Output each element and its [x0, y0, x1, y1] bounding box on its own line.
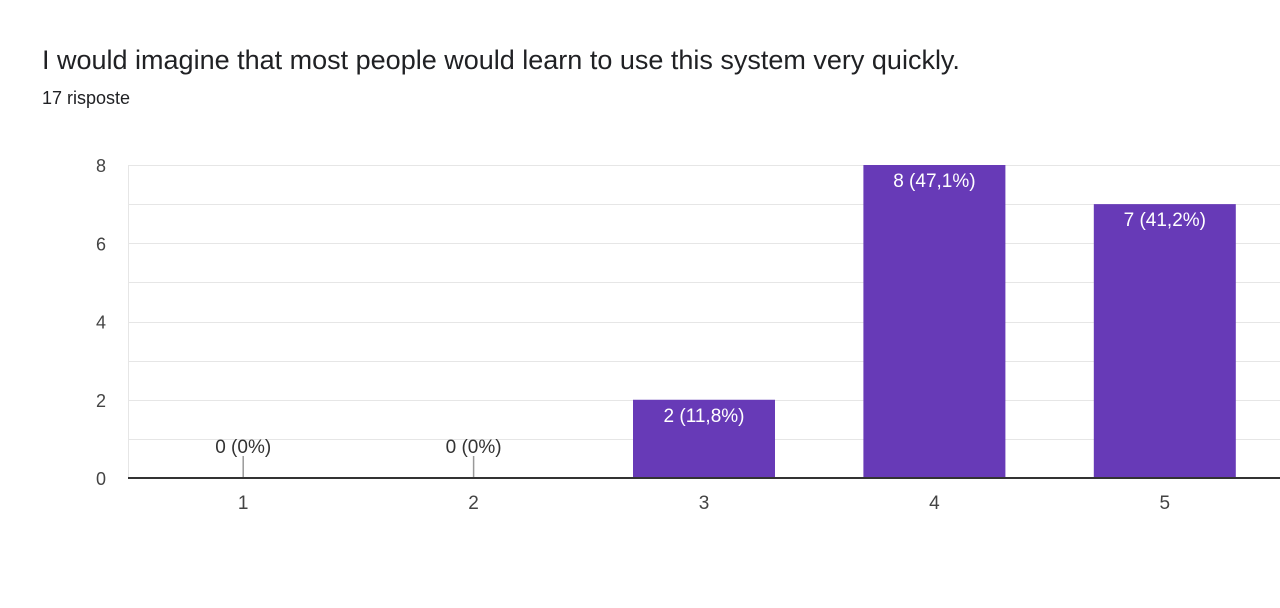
bar: [1093, 204, 1236, 478]
bar: [633, 399, 775, 478]
data-label: 0 (0%): [215, 437, 271, 458]
data-label: 0 (0%): [446, 437, 502, 458]
x-tick-label: 2: [468, 493, 479, 514]
data-label: 8 (47,1%): [893, 171, 975, 192]
x-tick-label: 1: [238, 493, 249, 514]
data-label: 2 (11,8%): [664, 406, 745, 427]
data-label: 7 (41,2%): [1124, 210, 1206, 231]
question-title: I would imagine that most people would l…: [42, 45, 960, 75]
response-count: 17 risposte: [42, 88, 131, 108]
y-tick-label: 4: [96, 313, 106, 333]
y-tick-label: 8: [96, 156, 106, 176]
y-tick-label: 0: [96, 469, 106, 489]
bar: [863, 165, 1006, 478]
y-tick-label: 6: [96, 234, 106, 254]
y-tick-label: 2: [96, 391, 106, 411]
x-tick-label: 5: [1160, 493, 1171, 514]
x-tick-label: 3: [699, 493, 710, 514]
x-tick-label: 4: [929, 493, 940, 514]
